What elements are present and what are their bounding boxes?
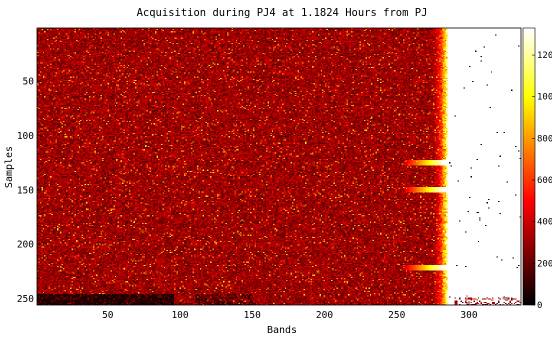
colorbar-tick-label: 800 bbox=[537, 134, 552, 144]
colorbar-tick-label: 600 bbox=[537, 176, 552, 186]
x-axis-ticks: 50 100 150 200 250 300 bbox=[102, 301, 478, 321]
x-tick-label: 250 bbox=[388, 310, 405, 321]
colorbar-gradient bbox=[523, 28, 535, 305]
x-tick-label: 150 bbox=[244, 310, 261, 321]
colorbar-tick-label: 1200 bbox=[537, 51, 552, 61]
y-tick-label: 100 bbox=[17, 131, 34, 142]
x-tick-label: 300 bbox=[460, 310, 477, 321]
colorbar-tick-label: 200 bbox=[537, 259, 552, 269]
plot-area bbox=[36, 27, 522, 306]
colorbar-frame bbox=[522, 27, 536, 306]
y-tick-label: 150 bbox=[17, 185, 34, 196]
colorbar-ticks: 0 200 400 600 800 1000 1200 bbox=[532, 51, 552, 311]
x-axis-label: Bands bbox=[267, 325, 297, 334]
y-axis-ticks: 50 100 150 200 250 bbox=[17, 77, 41, 305]
x-tick-label: 50 bbox=[102, 310, 114, 321]
y-tick-label: 250 bbox=[17, 294, 34, 305]
chart-title: Acquisition during PJ4 at 1.1824 Hours f… bbox=[137, 7, 428, 19]
colorbar-tick-label: 1000 bbox=[537, 93, 552, 103]
colorbar-tick-label: 0 bbox=[537, 301, 542, 311]
x-tick-label: 200 bbox=[316, 310, 333, 321]
colorbar bbox=[522, 27, 536, 306]
colorbar-tick-label: 400 bbox=[537, 218, 552, 228]
x-tick-label: 100 bbox=[171, 310, 188, 321]
y-axis-label: Samples bbox=[4, 146, 15, 188]
y-tick-label: 50 bbox=[23, 77, 35, 88]
plot-frame bbox=[36, 27, 522, 306]
y-tick-label: 200 bbox=[17, 240, 34, 251]
heatmap-image bbox=[37, 28, 521, 305]
